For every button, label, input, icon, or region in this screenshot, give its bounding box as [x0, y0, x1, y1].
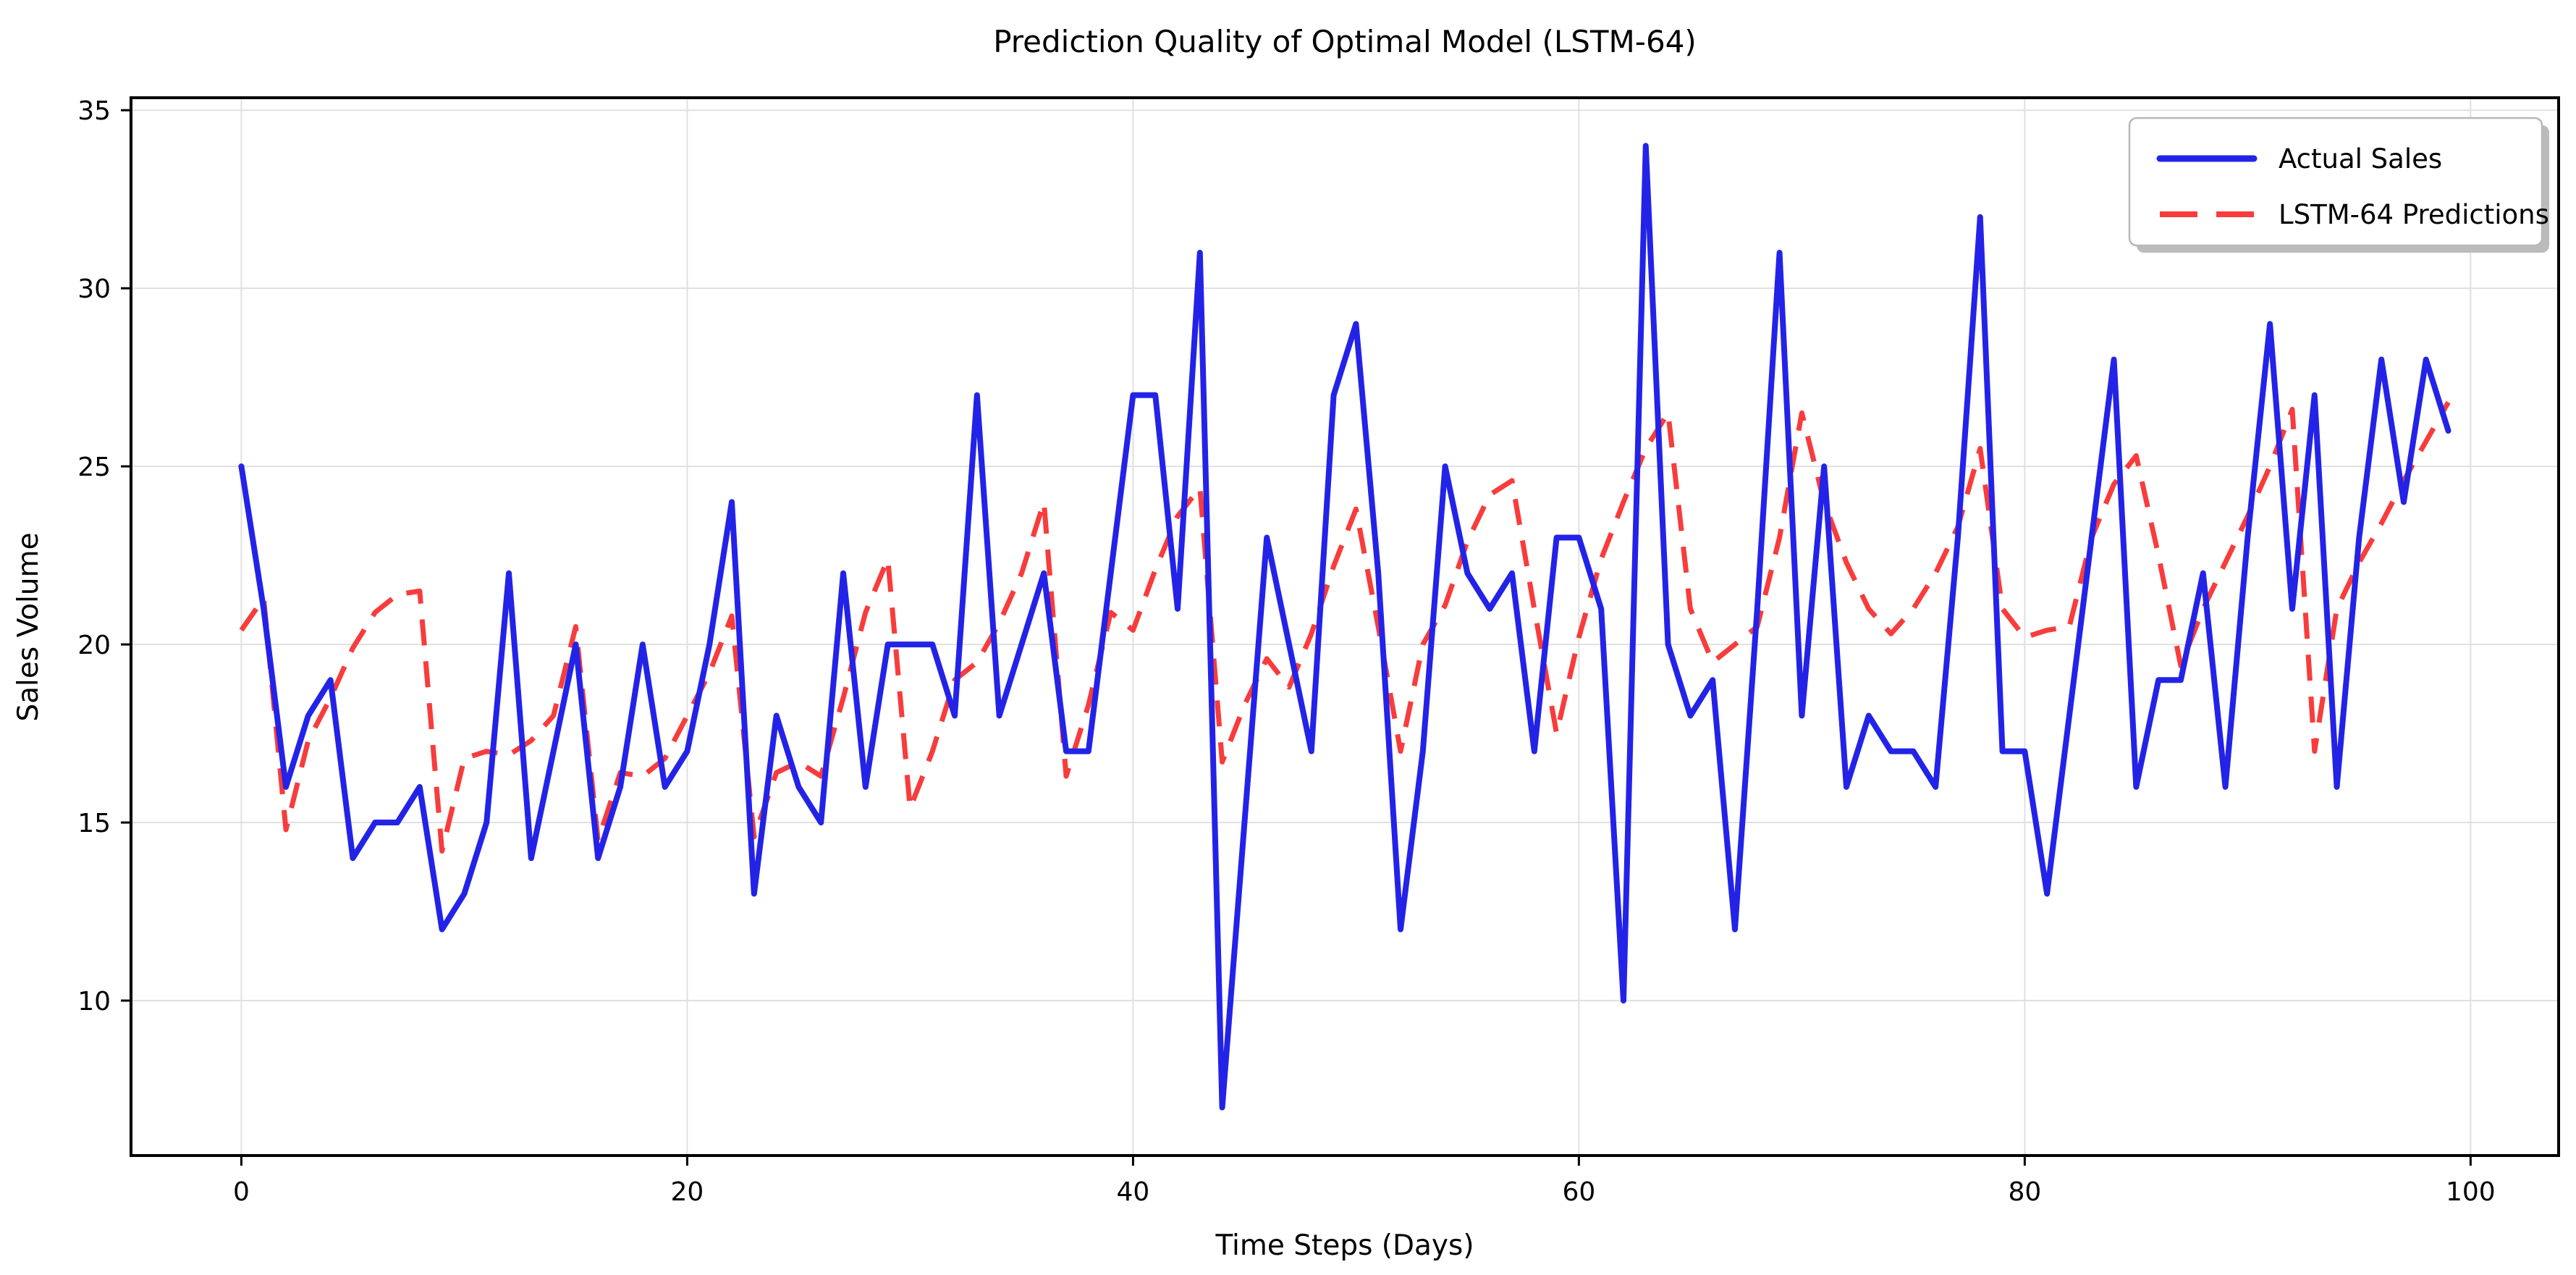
- x-tick-label: 40: [1117, 1177, 1150, 1207]
- legend-label-actual: Actual Sales: [2279, 143, 2442, 174]
- gridlines: [131, 98, 2559, 1156]
- y-tick-label: 15: [77, 809, 111, 838]
- y-tick-label: 30: [77, 274, 111, 304]
- y-tick-label: 25: [77, 453, 111, 482]
- x-tick-label: 0: [233, 1177, 250, 1207]
- x-tick-label: 20: [671, 1177, 704, 1207]
- actual-sales-line: [238, 143, 2452, 1111]
- chart-title: Prediction Quality of Optimal Model (LST…: [993, 24, 1697, 59]
- y-axis-ticks: 10 15 20 25 30 35: [77, 96, 131, 1017]
- legend: Actual Sales LSTM-64 Predictions: [2128, 117, 2549, 253]
- x-axis-ticks: 0 20 40 60 80 100: [233, 1156, 2496, 1207]
- x-tick-label: 60: [1562, 1177, 1595, 1207]
- x-tick-label: 100: [2446, 1177, 2496, 1207]
- y-tick-label: 35: [77, 96, 111, 126]
- predictions-line: [239, 400, 2451, 854]
- x-tick-label: 80: [2008, 1177, 2041, 1207]
- y-axis-label: Sales Volume: [12, 532, 45, 721]
- plot-series: [238, 143, 2452, 1111]
- y-tick-label: 20: [77, 631, 111, 660]
- x-axis-label: Time Steps (Days): [1215, 1229, 1474, 1262]
- plot-frame: [130, 96, 2560, 1157]
- y-tick-label: 10: [77, 987, 111, 1017]
- legend-label-predictions: LSTM-64 Predictions: [2279, 199, 2549, 230]
